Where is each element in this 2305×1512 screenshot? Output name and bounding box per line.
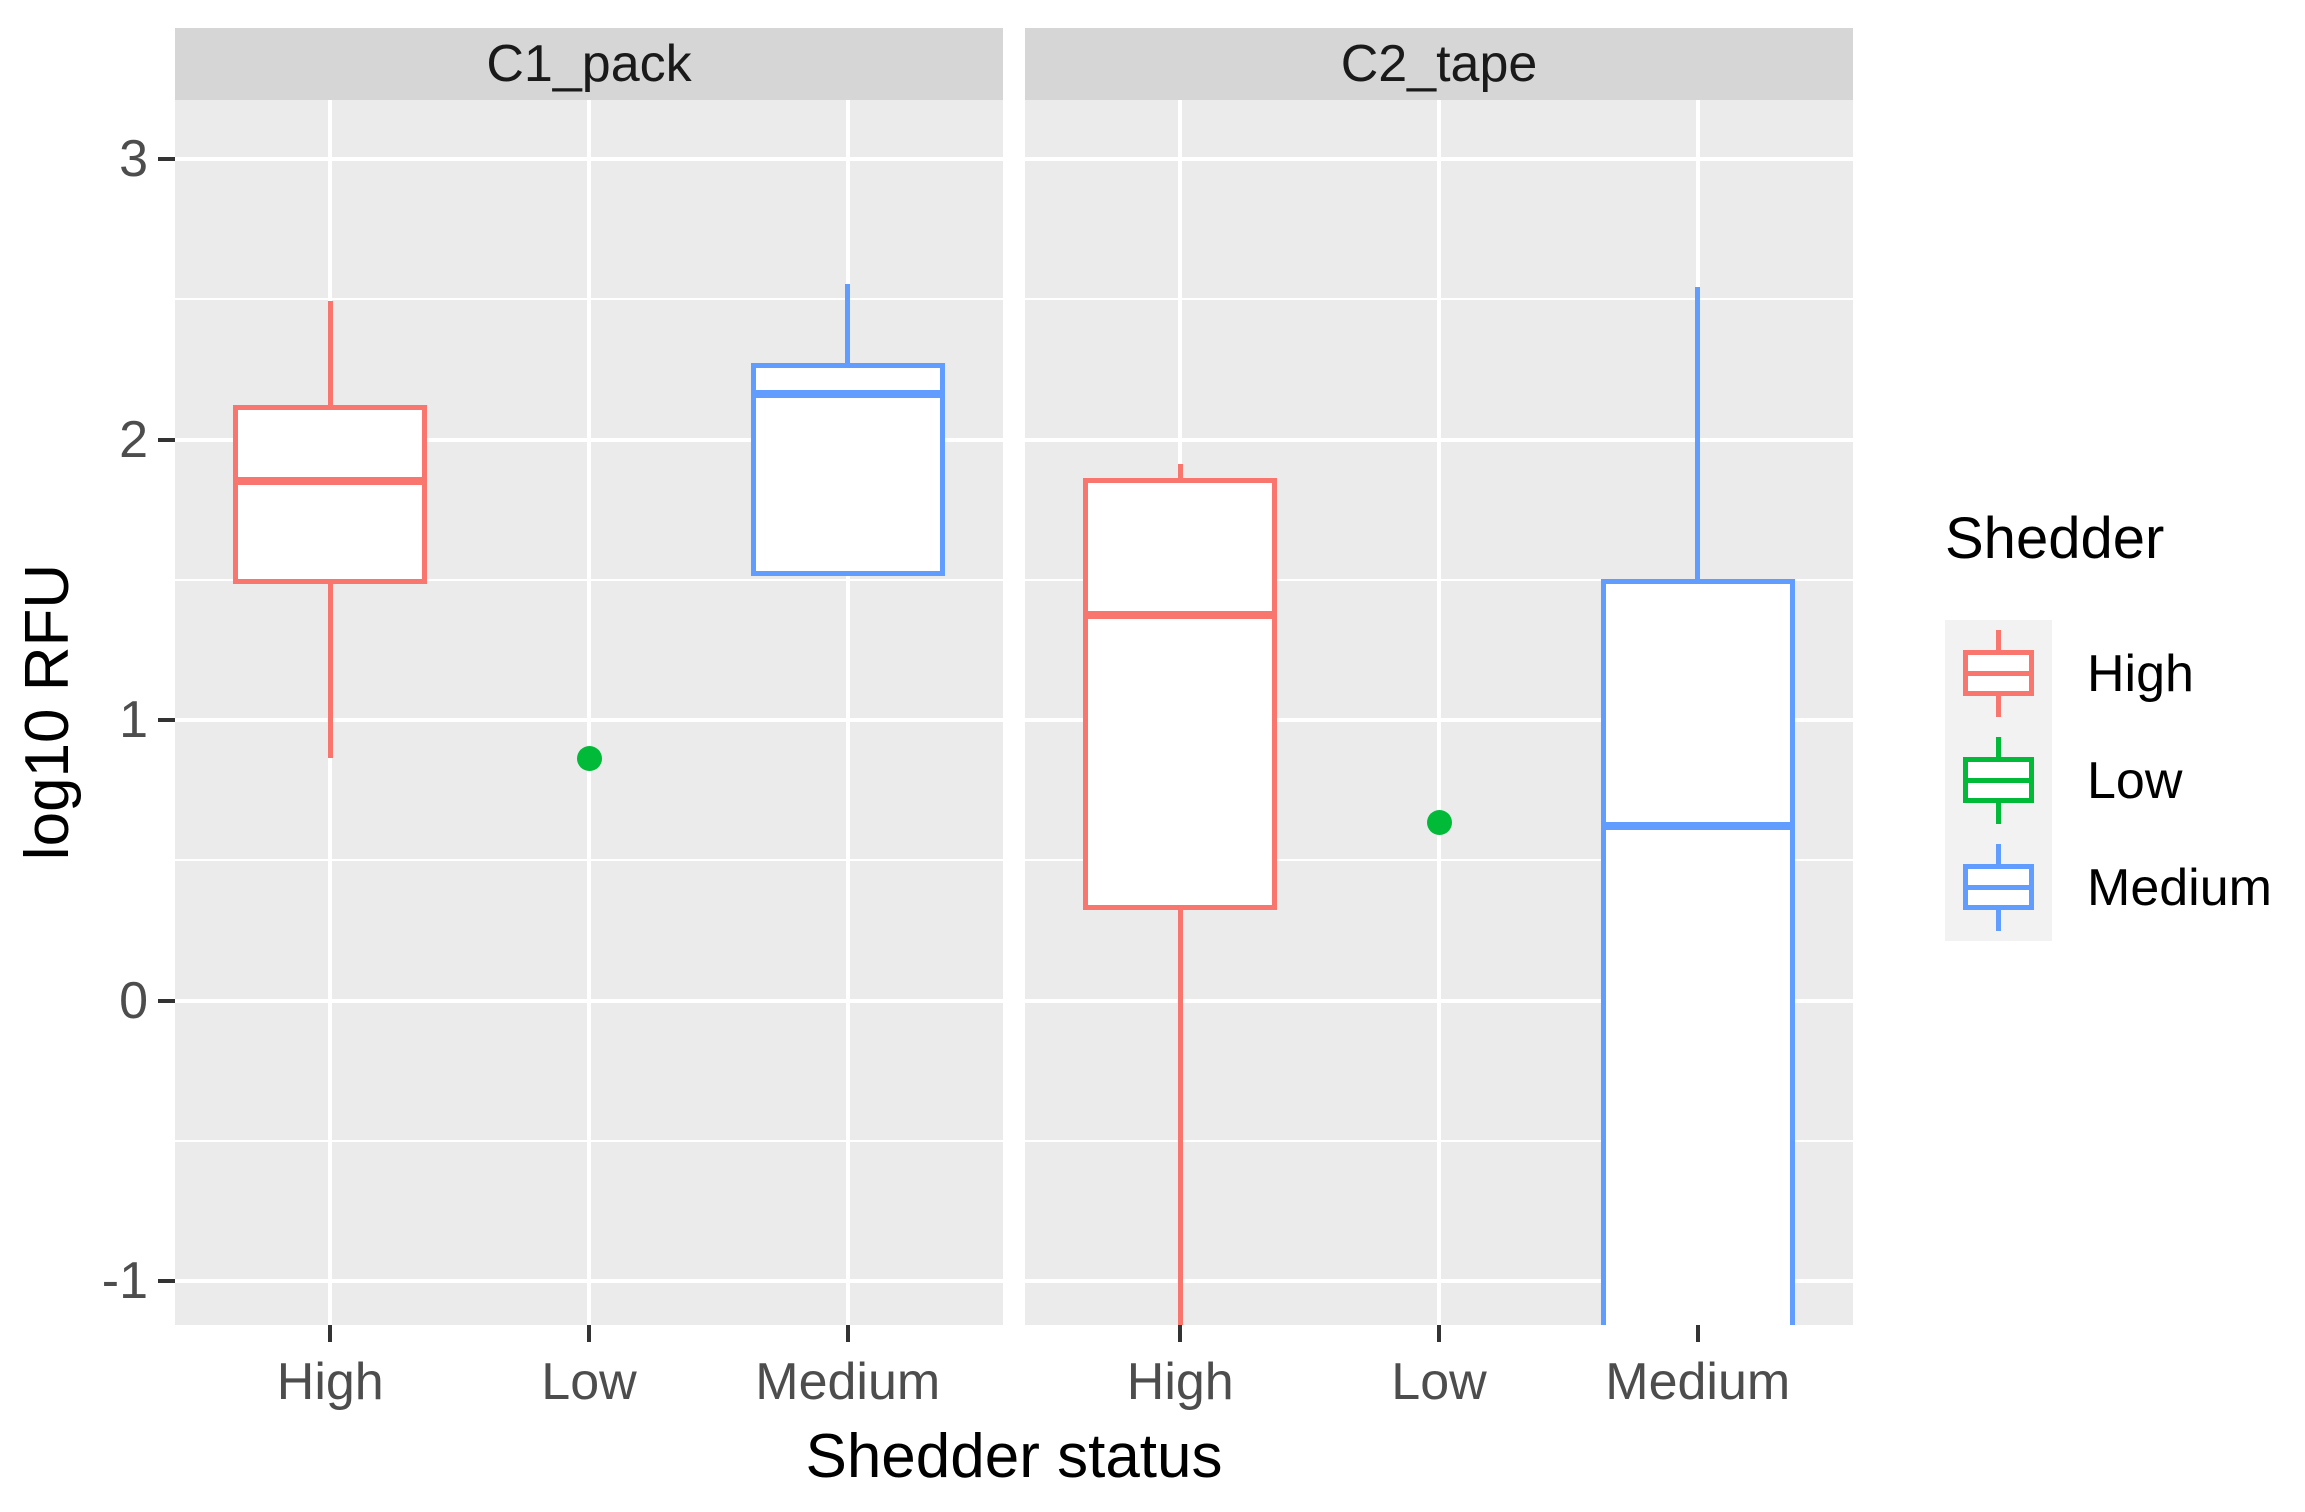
- boxplot-median: [233, 476, 428, 485]
- legend-entry: High: [1945, 620, 2305, 727]
- gridline-major-v: [1437, 100, 1441, 1325]
- y-tick-label: 3: [119, 130, 148, 188]
- legend-entry-label: High: [2087, 644, 2194, 703]
- x-tick-label: Low: [1391, 1353, 1487, 1411]
- whisker-upper: [845, 284, 851, 363]
- facet-strip-label: C1_pack: [486, 35, 692, 93]
- boxplot-median: [750, 389, 945, 398]
- outlier-dot: [576, 745, 602, 771]
- y-tick-mark: [158, 998, 175, 1003]
- legend-entry-label: Low: [2087, 751, 2183, 810]
- legend-median-line: [1963, 671, 2034, 676]
- y-tick-label: 2: [119, 410, 148, 469]
- legend-key-glyph: [1945, 834, 2052, 941]
- boxplot-box: [1083, 477, 1278, 910]
- boxplot-median: [1083, 611, 1278, 620]
- facet-panel: [1025, 100, 1853, 1325]
- x-tick-mark: [1178, 1325, 1183, 1342]
- x-tick-label: Medium: [755, 1353, 941, 1411]
- x-tick-label: High: [276, 1353, 384, 1411]
- y-tick-mark: [158, 718, 175, 722]
- y-tick-label: 1: [119, 691, 148, 749]
- legend-entry: Low: [1945, 727, 2305, 834]
- y-tick-mark: [158, 157, 175, 161]
- facet-strip: C1_pack: [175, 28, 1003, 100]
- legend-key-glyph: [1945, 620, 2052, 727]
- x-tick-label: Medium: [1605, 1353, 1791, 1411]
- boxplot-median: [1600, 821, 1795, 830]
- x-axis-title: Shedder status: [805, 1422, 1223, 1491]
- whisker-lower: [327, 584, 333, 759]
- whisker-lower: [1177, 909, 1183, 1325]
- y-tick-label: 0: [119, 971, 148, 1030]
- boxplot-box: [750, 362, 945, 576]
- x-tick-mark: [1437, 1325, 1441, 1342]
- x-tick-mark: [587, 1325, 591, 1342]
- legend-entry-label: Medium: [2087, 858, 2272, 917]
- x-tick-label: High: [1126, 1353, 1234, 1411]
- x-tick-mark: [845, 1325, 850, 1342]
- y-tick-mark: [158, 437, 175, 442]
- whisker-upper: [327, 301, 333, 405]
- whisker-upper: [1695, 287, 1701, 579]
- x-tick-mark: [1695, 1325, 1700, 1342]
- x-tick-label: Low: [541, 1353, 637, 1411]
- legend-entries: High Low Medium: [1945, 620, 2305, 941]
- legend-title: Shedder: [1945, 506, 2165, 571]
- legend-key-glyph: [1945, 727, 2052, 834]
- facet-strip: C2_tape: [1025, 28, 1853, 100]
- legend-median-line: [1963, 885, 2034, 890]
- y-axis-title: log10 RFU: [13, 563, 82, 861]
- whisker-upper: [1177, 463, 1183, 478]
- outlier-dot: [1426, 810, 1452, 836]
- gridline-major-v: [587, 100, 591, 1325]
- legend-median-line: [1963, 778, 2034, 783]
- facet-panel: [175, 100, 1003, 1325]
- gridline-major-v: [845, 100, 850, 1325]
- boxplot-box: [1600, 578, 1795, 1325]
- boxplot-box: [233, 404, 428, 585]
- legend-entry: Medium: [1945, 834, 2305, 941]
- facet-strip-label: C2_tape: [1340, 35, 1538, 93]
- x-tick-mark: [328, 1325, 333, 1342]
- legend: Shedder High Low Medium: [1945, 505, 2305, 941]
- y-tick-label: -1: [101, 1252, 148, 1310]
- y-tick-mark: [158, 1279, 175, 1283]
